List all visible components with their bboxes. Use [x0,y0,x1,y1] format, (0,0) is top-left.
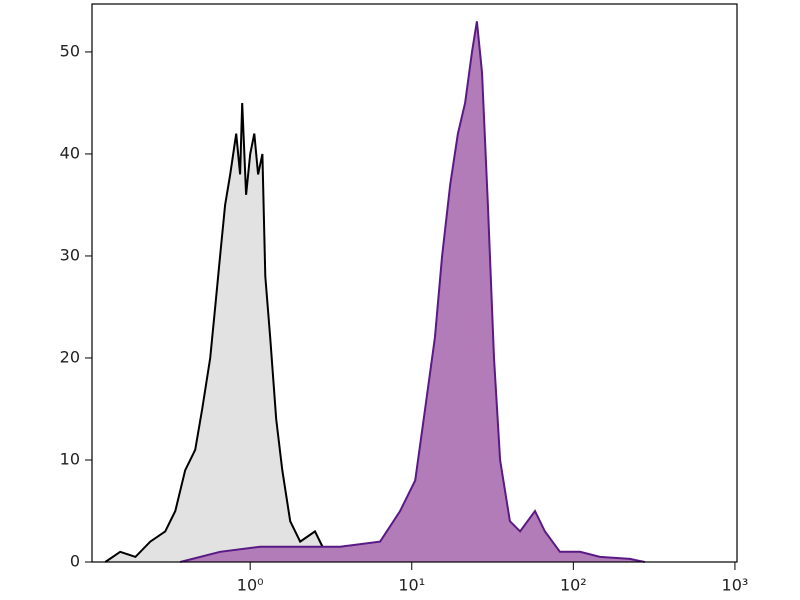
x-tick-label: 10¹ [398,576,425,595]
histogram-outline [104,102,331,563]
y-tick-label: 0 [70,552,80,571]
y-tick-label: 20 [60,347,80,366]
plot-frame [91,3,738,563]
y-tick-label: 40 [60,143,80,162]
x-tick-label: 10³ [722,576,749,595]
histogram-area [105,103,330,562]
x-tick-label: 10⁰ [237,576,264,595]
y-tick-label: 10 [60,449,80,468]
y-tick-label: 50 [60,41,80,60]
x-tick-label: 10² [560,576,587,595]
histogram-outline [179,21,646,563]
y-tick-label: 30 [60,245,80,264]
